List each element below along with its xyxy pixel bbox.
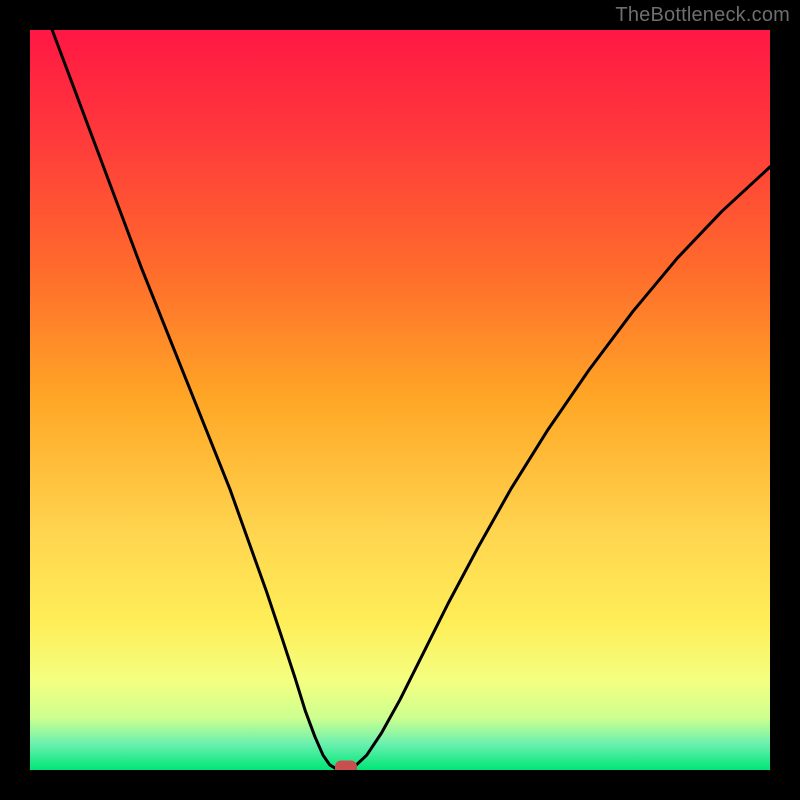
chart-container: TheBottleneck.com [0,0,800,800]
watermark-text: TheBottleneck.com [615,4,790,27]
min-marker [335,760,357,770]
bottleneck-curve [30,30,770,770]
plot-area [30,30,770,770]
